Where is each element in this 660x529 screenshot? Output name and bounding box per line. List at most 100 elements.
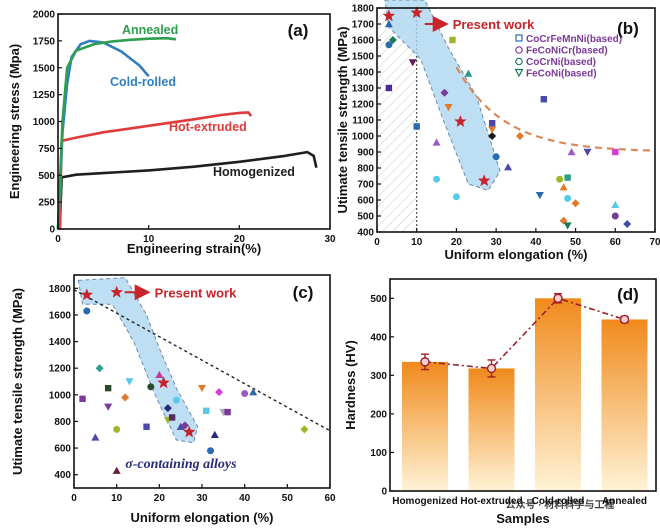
data-point [215,388,224,397]
data-point [486,363,497,374]
present-work-star [80,288,94,301]
panel-a-ylabel: Engineering stress (Mpa) [7,44,22,199]
data-point [559,183,568,191]
x-tick-label: 50 [570,237,582,248]
panel-d-frame [389,278,657,492]
curve-label-annealed: Annealed [122,23,178,37]
y-tick-label: 100 [370,448,387,459]
x-tick-label: 30 [196,493,208,504]
data-point [121,393,130,402]
trend-line [424,297,625,370]
data-point [207,447,215,455]
x-tick-label: 40 [530,237,542,248]
legend-entry: CoCrNi(based) [526,57,596,68]
panel-b-xlabel: Uniform elongation (%) [445,247,588,262]
data-point [172,396,180,404]
data-point [452,193,460,201]
category-label: Homogenized [392,496,458,507]
bar-0 [402,361,448,491]
x-tick-label: 10 [143,234,155,245]
y-tick-label: 900 [357,148,374,159]
x-tick-label: 60 [610,237,622,248]
data-point [583,148,592,156]
data-point [440,88,449,97]
panel-a-xlabel: Engineering strain(%) [127,241,261,256]
y-tick-label: 0 [381,487,387,498]
x-tick-label: 10 [411,237,423,248]
data-point [420,357,430,367]
y-tick-label: 1250 [33,90,56,101]
data-point [433,175,441,183]
panel-b-ylabel: Utimate tensile strength (MPa) [335,26,350,213]
bar-3 [601,319,648,491]
x-tick-label: 0 [55,234,61,245]
y-tick-label: 0 [49,225,55,236]
data-point [104,384,112,392]
data-point [567,148,576,156]
present-work-star [110,285,124,298]
trend-line [73,289,331,432]
panel-a-label: (a) [288,21,309,40]
data-point [492,153,500,161]
x-tick-label: 70 [649,237,660,248]
x-tick-label: 60 [324,493,336,504]
data-point [488,120,496,127]
series-line-hot_extruded [58,111,253,230]
present-work-label: Present work [155,285,237,300]
y-tick-label: 2000 [33,10,56,21]
data-point [210,430,219,438]
y-tick-label: 600 [357,196,374,207]
data-point [564,194,572,202]
data-point [125,378,134,386]
data-point [564,174,571,181]
data-point [385,84,393,92]
y-tick-label: 200 [370,409,387,420]
data-point [384,20,393,28]
data-point [432,138,441,146]
y-tick-label: 1800 [352,4,375,15]
y-tick-label: 1800 [49,284,72,295]
x-tick-label: 50 [282,493,294,504]
panel-c-xlabel: Uniform elongation (%) [131,510,274,525]
data-point [241,389,249,397]
series-line-homogenized [58,150,318,230]
y-tick-label: 1500 [33,63,56,74]
y-tick-label: 800 [357,164,374,175]
y-tick-label: 1700 [352,20,375,31]
data-point [488,126,497,134]
x-tick-label: 0 [374,237,380,248]
present-work-star [477,174,491,187]
y-tick-label: 1100 [352,116,374,127]
data-point [95,364,104,373]
x-tick-label: 0 [71,493,77,504]
legend-entry: FeCoNi(based) [526,69,597,80]
data-point [300,425,309,434]
present-work-region [384,0,501,191]
bar-1 [468,368,515,491]
y-tick-label: 400 [370,332,387,343]
y-tick-label: 500 [357,212,374,223]
data-point [168,414,176,421]
present-work-star [157,376,170,389]
data-point [612,148,619,156]
data-point [611,212,619,220]
legend-entry: CoCrFeMnNi(based) [526,34,622,45]
present-work-star [382,9,396,22]
data-point [155,370,164,379]
y-tick-label: 750 [38,144,55,155]
data-point [556,175,564,183]
data-point [408,59,417,67]
data-point [176,422,185,430]
x-tick-label: 20 [451,237,463,248]
y-tick-label: 400 [54,470,71,481]
legend-marker [515,46,523,54]
y-tick-label: 1600 [49,310,72,321]
data-point [147,383,155,391]
legend-marker [514,68,524,78]
data-point [611,200,620,208]
y-tick-label: 1000 [49,390,72,401]
data-point [444,104,453,112]
present-work-star [410,6,424,19]
y-tick-label: 500 [370,294,387,305]
panel-d-ylabel: Hardness (HV) [343,340,358,430]
